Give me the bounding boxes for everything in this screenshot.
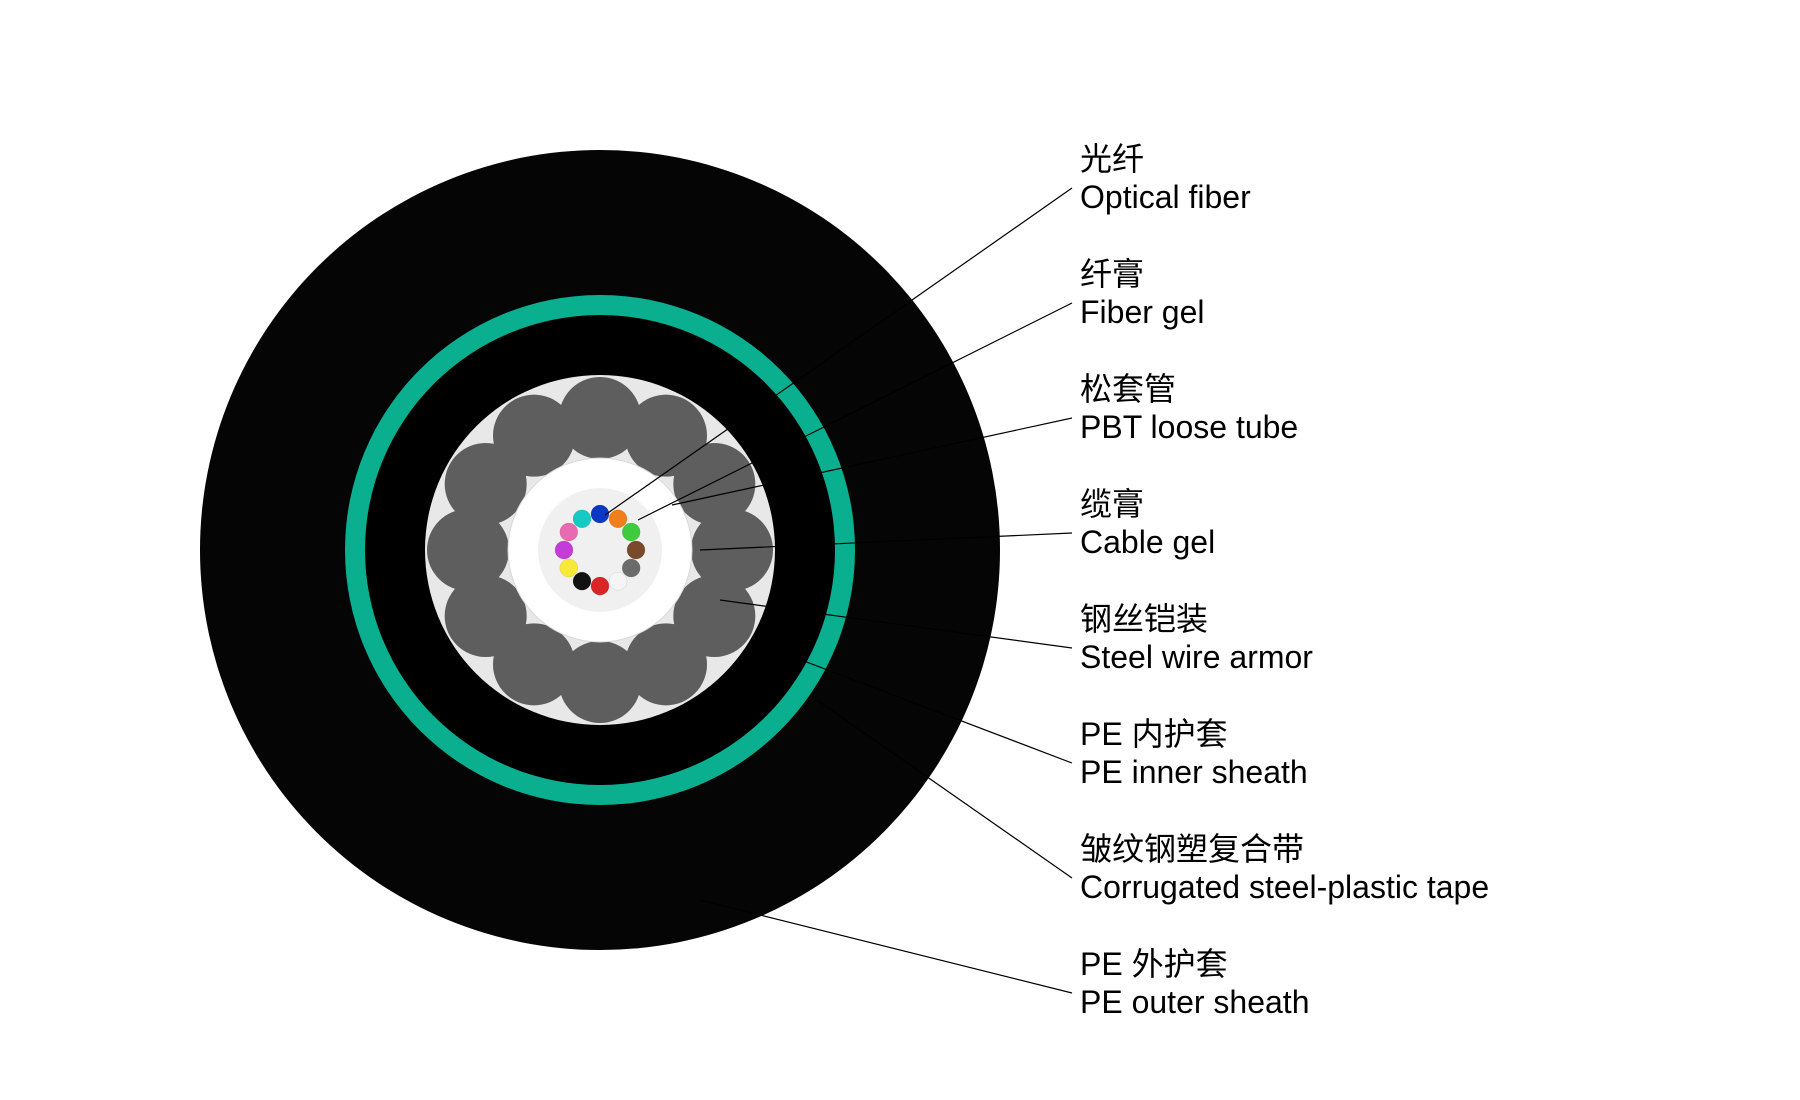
- label-en: Optical fiber: [1080, 179, 1251, 215]
- armor-wire: [493, 395, 575, 477]
- label-en: PE inner sheath: [1080, 754, 1308, 790]
- cable-cross-section: [200, 150, 1000, 950]
- label-en: PE outer sheath: [1080, 984, 1309, 1020]
- label-group: PE 外护套PE outer sheath: [1080, 946, 1309, 1020]
- label-group: 缆膏Cable gel: [1080, 486, 1215, 560]
- optical-fiber: [560, 559, 578, 577]
- label-en: PBT loose tube: [1080, 409, 1298, 445]
- label-zh: PE 外护套: [1080, 946, 1228, 982]
- label-en: Cable gel: [1080, 524, 1215, 560]
- label-zh: PE 内护套: [1080, 716, 1228, 752]
- label-group: 光纤Optical fiber: [1080, 141, 1251, 215]
- label-group: 纤膏Fiber gel: [1080, 256, 1205, 330]
- labels: 光纤Optical fiber 纤膏Fiber gel 松套管PBT loose t…: [1080, 141, 1489, 1020]
- label-en: Fiber gel: [1080, 294, 1205, 330]
- label-zh: 缆膏: [1080, 486, 1144, 522]
- optical-fiber: [622, 523, 640, 541]
- label-zh: 皱纹钢塑复合带: [1080, 831, 1304, 867]
- optical-fiber: [609, 572, 627, 590]
- label-zh: 光纤: [1080, 141, 1144, 177]
- label-en: Steel wire armor: [1080, 639, 1313, 675]
- leader-line: [700, 900, 1072, 993]
- optical-fiber: [609, 510, 627, 528]
- label-group: PE 内护套PE inner sheath: [1080, 716, 1308, 790]
- label-group: 松套管PBT loose tube: [1080, 371, 1298, 445]
- optical-fiber: [591, 577, 609, 595]
- optical-fiber: [627, 541, 645, 559]
- optical-fiber: [573, 572, 591, 590]
- cable-cross-section-diagram: 光纤Optical fiber 纤膏Fiber gel 松套管PBT loose t…: [0, 0, 1800, 1100]
- optical-fiber: [622, 559, 640, 577]
- label-group: 钢丝铠装Steel wire armor: [1080, 601, 1313, 675]
- optical-fiber: [555, 541, 573, 559]
- label-zh: 钢丝铠装: [1080, 601, 1208, 637]
- optical-fiber: [560, 523, 578, 541]
- optical-fiber: [573, 510, 591, 528]
- label-zh: 纤膏: [1080, 256, 1144, 292]
- label-zh: 松套管: [1080, 371, 1176, 407]
- label-group: 皱纹钢塑复合带Corrugated steel-plastic tape: [1080, 831, 1489, 905]
- label-en: Corrugated steel-plastic tape: [1080, 869, 1489, 905]
